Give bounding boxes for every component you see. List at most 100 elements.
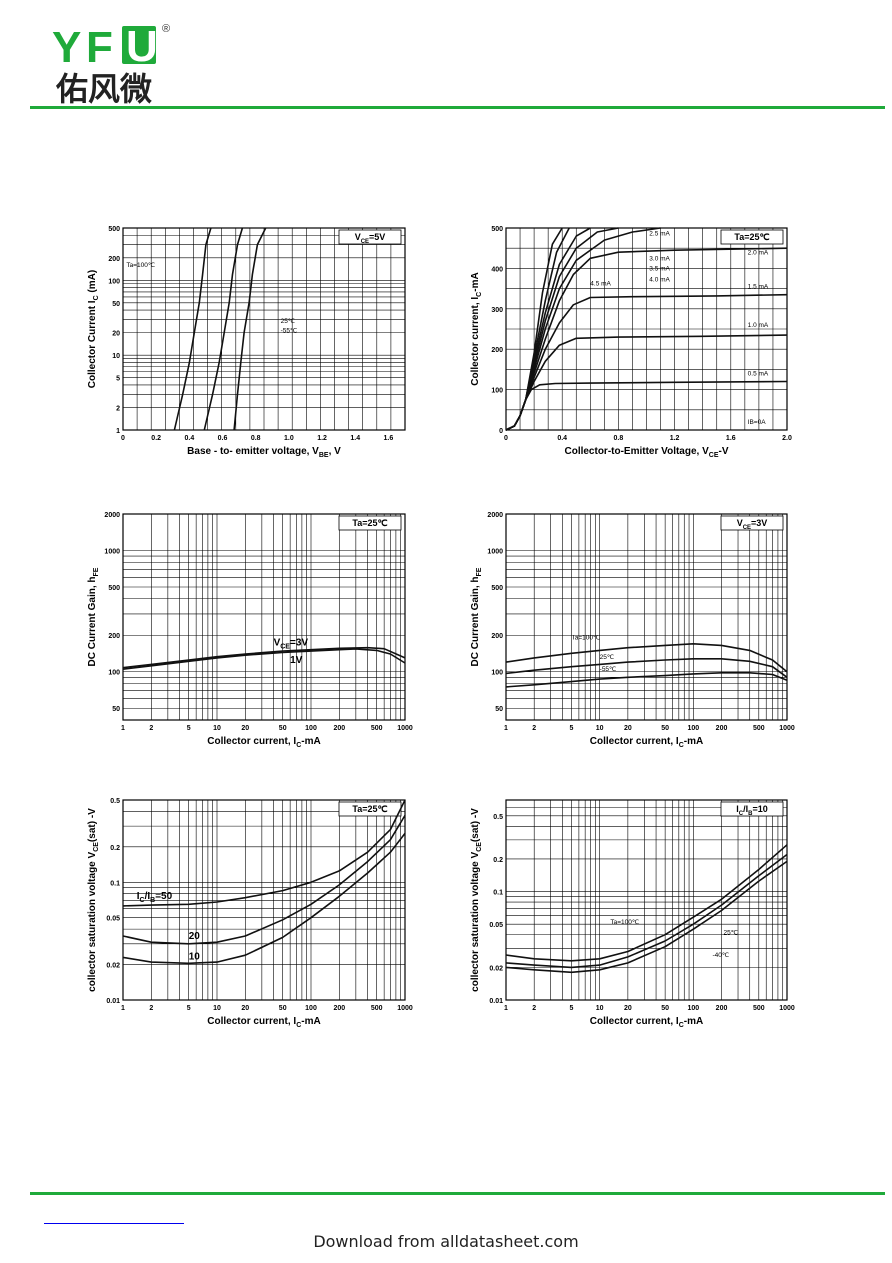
annotation-label: 25℃: [600, 654, 615, 661]
chart-4: 1 2 5 10 20 50 100 200 500 1000 50 100 200 500 1000 200…: [470, 512, 795, 749]
x-tick-label: 1000: [397, 725, 413, 732]
y-tick-label: 50: [112, 301, 120, 308]
x-tick-label: 500: [371, 1005, 383, 1012]
x-tick-label: 100: [687, 1005, 699, 1012]
logo-u-box: [122, 26, 156, 64]
x-tick-label: 1.2: [317, 435, 327, 442]
annotation-label: 1V: [290, 655, 303, 666]
annotation-label: 2.0 mA: [748, 249, 769, 256]
x-tick-label: 100: [305, 1005, 317, 1012]
x-tick-label: 10: [213, 725, 221, 732]
x-tick-label: 200: [333, 1005, 345, 1012]
y-tick-label: 100: [108, 278, 120, 285]
x-tick-label: 2: [149, 1005, 153, 1012]
series-line: [505, 844, 788, 962]
y-tick-label: 0.1: [110, 880, 120, 887]
annotation-label: 4.5 mA: [590, 280, 611, 287]
series-line: [505, 860, 788, 974]
condition-label: Ta=25℃: [352, 518, 387, 528]
x-tick-label: 2.0: [782, 435, 792, 442]
y-tick-label: 200: [108, 256, 120, 263]
gridlines: [122, 227, 406, 431]
y-tick-label: 400: [491, 266, 503, 273]
x-tick-label: 0.6: [218, 435, 228, 442]
x-tick-label: 0.2: [151, 435, 161, 442]
header-rule: [30, 106, 885, 109]
x-tick-label: 50: [661, 1005, 669, 1012]
chart-5: 1 2 5 10 20 50 100 200 500 1000 0.01 0.02 0.05 0.1 0.2…: [87, 798, 413, 1029]
plot-frame: [122, 513, 406, 721]
logo-letter-y: Y: [52, 23, 81, 72]
annotation-label: 4.0 mA: [649, 276, 670, 283]
y-tick-label: 2000: [104, 512, 120, 519]
annotation-label: -40℃: [712, 952, 729, 959]
logo-letter-f: F: [86, 23, 113, 72]
annotation-label: Ta=100℃: [126, 262, 156, 269]
x-axis-title: Collector-to-Emitter Voltage, VCE-V: [564, 446, 728, 459]
annotation-label: Ta=100℃: [571, 634, 601, 641]
series-line: [505, 642, 788, 673]
x-tick-label: 0: [121, 435, 125, 442]
annotation-label: IC/IB=50: [137, 891, 173, 904]
x-tick-label: 200: [333, 725, 345, 732]
x-tick-label: 10: [213, 1005, 221, 1012]
x-axis-title: Collector current, IC-mA: [590, 1016, 703, 1029]
x-tick-label: 500: [371, 725, 383, 732]
y-tick-label: 0.01: [489, 998, 503, 1005]
condition-label: VCE=5V: [355, 232, 386, 245]
series-line: [122, 832, 406, 965]
x-tick-label: 20: [624, 725, 632, 732]
gridlines: [505, 227, 788, 431]
annotation-label: 3.5 mA: [649, 265, 670, 272]
annotation-label: Ta=100℃: [610, 919, 640, 926]
y-tick-label: 2: [116, 405, 120, 412]
x-tick-label: 1.6: [384, 435, 394, 442]
x-tick-label: 100: [687, 725, 699, 732]
x-tick-label: 1: [121, 1005, 125, 1012]
x-tick-label: 1000: [397, 1005, 413, 1012]
y-tick-label: 300: [491, 307, 503, 314]
y-tick-label: 100: [108, 670, 120, 677]
y-tick-label: 500: [491, 585, 503, 592]
gridlines: [122, 513, 406, 721]
condition-label: Ta=25℃: [734, 232, 769, 242]
y-axis-title: collector saturation voltage VCE(sat) -V: [87, 808, 100, 992]
annotation-label: 0.5 mA: [748, 370, 769, 377]
x-tick-label: 2: [532, 1005, 536, 1012]
footer-link[interactable]: [44, 1222, 184, 1224]
y-tick-label: 1000: [104, 548, 120, 555]
x-tick-label: 50: [279, 725, 287, 732]
x-tick-label: 500: [753, 1005, 765, 1012]
x-tick-label: 1.6: [726, 435, 736, 442]
x-tick-label: 5: [570, 725, 574, 732]
y-tick-label: 200: [491, 633, 503, 640]
x-axis-title: Collector current, IC-mA: [207, 736, 320, 749]
annotation-label: 3.0 mA: [649, 255, 670, 262]
annotation-label: 1.0 mA: [748, 322, 769, 329]
y-tick-label: 50: [112, 706, 120, 713]
chart-6: 1 2 5 10 20 50 100 200 500 1000 0.01 0.02 0.05 0.1 0.2…: [470, 799, 795, 1029]
plot-frame: [122, 799, 406, 1001]
x-tick-label: 500: [753, 725, 765, 732]
chart-2: 0 0.4 0.8 1.2 1.6 2.0 0 100 200 300 400 500 Collecto…: [470, 226, 792, 459]
x-axis-title: Collector current, IC-mA: [207, 1016, 320, 1029]
series-line: [122, 814, 406, 945]
y-tick-label: 100: [491, 388, 503, 395]
x-tick-label: 2: [532, 725, 536, 732]
footer-text: Download from alldatasheet.com: [313, 1232, 579, 1251]
x-tick-label: 10: [596, 1005, 604, 1012]
x-tick-label: 1: [121, 725, 125, 732]
condition-label: VCE=3V: [737, 518, 768, 531]
x-tick-label: 200: [716, 725, 728, 732]
x-tick-label: 5: [187, 725, 191, 732]
x-tick-label: 5: [187, 1005, 191, 1012]
y-tick-label: 0.02: [106, 963, 120, 970]
y-tick-label: 200: [491, 347, 503, 354]
annotation-label: 25℃: [281, 318, 296, 325]
series-line: [233, 227, 267, 431]
plot-frame: [505, 799, 788, 1001]
series-line: [203, 227, 244, 431]
series-line: [505, 853, 788, 969]
annotation-label: 10: [189, 952, 201, 963]
series-line: [122, 799, 406, 907]
